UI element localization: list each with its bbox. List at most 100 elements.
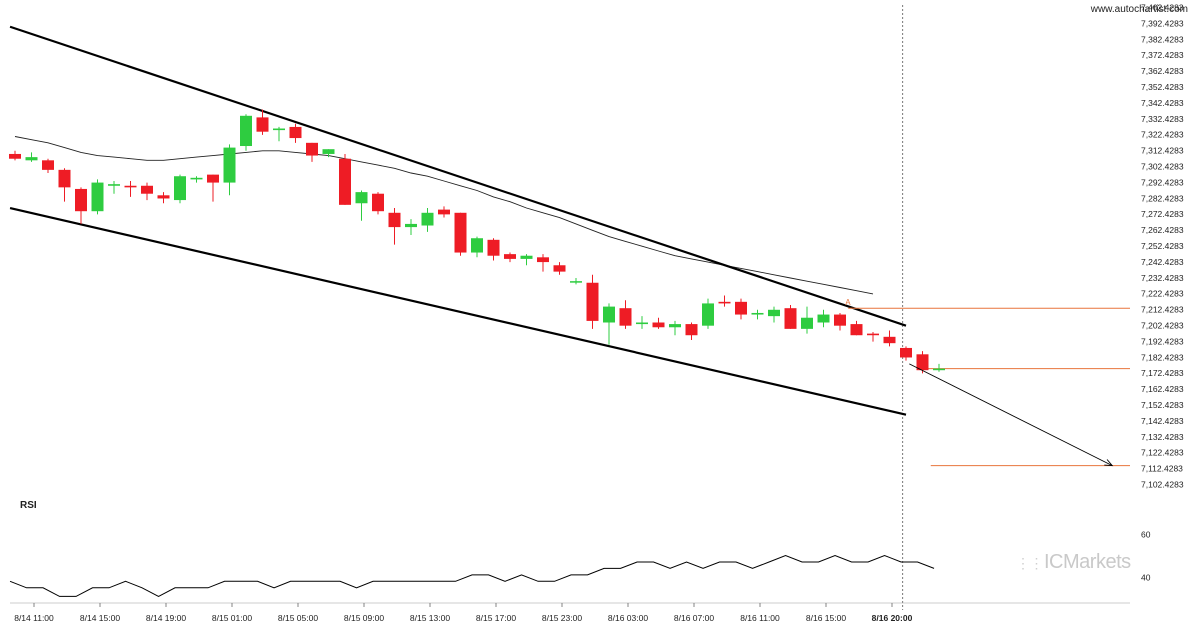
candle-body bbox=[355, 192, 368, 204]
price-tick-label: 7,352.4283 bbox=[1141, 82, 1184, 92]
price-tick-label: 7,402.4283 bbox=[1141, 3, 1184, 13]
projection-arrow-head bbox=[1104, 459, 1114, 467]
candle-body bbox=[768, 309, 780, 317]
candle-body bbox=[471, 238, 483, 253]
candle-body bbox=[223, 147, 236, 183]
rsi-tick-label: 40 bbox=[1141, 573, 1151, 583]
candle-body bbox=[718, 301, 731, 304]
candle-body bbox=[421, 212, 434, 226]
price-tick-label: 7,222.4283 bbox=[1141, 289, 1184, 299]
price-tick-label: 7,252.4283 bbox=[1141, 241, 1184, 251]
time-tick-label: 8/15 01:00 bbox=[212, 613, 252, 623]
time-tick-label: 8/16 11:00 bbox=[740, 613, 780, 623]
price-tick-label: 7,392.4283 bbox=[1141, 18, 1184, 28]
price-tick-label: 7,152.4283 bbox=[1141, 400, 1184, 410]
price-tick-label: 7,202.4283 bbox=[1141, 321, 1184, 331]
candle-body bbox=[834, 314, 846, 326]
candle-body bbox=[91, 182, 104, 212]
time-tick-label: 8/14 15:00 bbox=[80, 613, 120, 623]
rsi-tick-label: 60 bbox=[1141, 530, 1151, 540]
price-tick-label: 7,182.4283 bbox=[1141, 352, 1184, 362]
price-tick-label: 7,322.4283 bbox=[1141, 130, 1184, 140]
candle-body bbox=[339, 158, 351, 205]
price-tick-label: 7,142.4283 bbox=[1141, 416, 1184, 426]
candle-body bbox=[256, 117, 269, 132]
time-tick-label: 8/15 09:00 bbox=[344, 613, 384, 623]
candle-body bbox=[669, 324, 681, 328]
candle-body bbox=[388, 212, 401, 228]
candle-body bbox=[933, 368, 945, 371]
candle-body bbox=[570, 281, 582, 283]
candle-body bbox=[619, 308, 632, 326]
time-tick-label: 8/14 11:00 bbox=[14, 613, 54, 623]
price-tick-label: 7,342.4283 bbox=[1141, 98, 1184, 108]
time-tick-label: 8/16 15:00 bbox=[806, 613, 846, 623]
rsi-line bbox=[9, 554, 935, 597]
candle-body bbox=[850, 324, 863, 336]
marker-a-label: A bbox=[845, 298, 851, 307]
candle-body bbox=[124, 185, 137, 188]
channel-lower-line bbox=[9, 206, 907, 416]
candle-body bbox=[553, 265, 566, 272]
brand-logo: ⋮⋮ICMarkets bbox=[1016, 551, 1131, 574]
time-tick-label: 8/15 05:00 bbox=[278, 613, 318, 623]
candle-body bbox=[9, 153, 21, 159]
candle-body bbox=[916, 354, 929, 371]
candle-body bbox=[207, 174, 219, 183]
candle-body bbox=[157, 195, 170, 199]
price-tick-label: 7,282.4283 bbox=[1141, 193, 1184, 203]
time-tick-label: 8/16 20:00 bbox=[872, 613, 913, 623]
candle-body bbox=[454, 212, 467, 253]
candle-body bbox=[636, 322, 648, 325]
candle-body bbox=[801, 317, 813, 329]
candle-body bbox=[42, 160, 54, 170]
time-tick-label: 8/14 19:00 bbox=[146, 613, 186, 623]
price-tick-label: 7,292.4283 bbox=[1141, 177, 1184, 187]
candle-body bbox=[174, 176, 186, 201]
price-tick-label: 7,172.4283 bbox=[1141, 368, 1184, 378]
candle-body bbox=[487, 239, 500, 256]
candle-body bbox=[58, 169, 71, 188]
price-tick-label: 7,112.4283 bbox=[1141, 464, 1183, 474]
candle-body bbox=[438, 209, 450, 215]
candle-body bbox=[685, 324, 698, 336]
time-tick-label: 8/15 13:00 bbox=[410, 613, 450, 623]
candle-body bbox=[702, 303, 714, 326]
time-tick-label: 8/16 07:00 bbox=[674, 613, 714, 623]
brand-dots-icon: ⋮⋮ bbox=[1016, 555, 1044, 571]
candle-body bbox=[586, 282, 599, 321]
price-tick-label: 7,122.4283 bbox=[1141, 448, 1184, 458]
candle-body bbox=[405, 223, 417, 228]
candle-body bbox=[504, 254, 516, 259]
price-tick-label: 7,372.4283 bbox=[1141, 50, 1184, 60]
candle-body bbox=[108, 184, 120, 186]
candle-body bbox=[900, 347, 912, 358]
price-tick-label: 7,212.4283 bbox=[1141, 305, 1184, 315]
candle-body bbox=[751, 312, 764, 315]
projection-arrow-line bbox=[909, 363, 1113, 467]
time-tick-label: 8/15 17:00 bbox=[476, 613, 516, 623]
candle-body bbox=[520, 255, 533, 259]
price-tick-label: 7,332.4283 bbox=[1141, 114, 1184, 124]
candle-body bbox=[190, 177, 203, 180]
candle-body bbox=[322, 149, 335, 154]
time-tick-label: 8/15 23:00 bbox=[542, 613, 582, 623]
candle-body bbox=[817, 314, 830, 323]
price-tick-label: 7,162.4283 bbox=[1141, 384, 1184, 394]
price-tick-label: 7,312.4283 bbox=[1141, 146, 1184, 156]
channel-upper-line bbox=[9, 25, 907, 327]
candle-body bbox=[652, 322, 665, 328]
price-tick-label: 7,192.4283 bbox=[1141, 336, 1184, 346]
candle-body bbox=[25, 157, 38, 161]
candle-body bbox=[273, 128, 285, 131]
price-tick-label: 7,382.4283 bbox=[1141, 34, 1184, 44]
candle-body bbox=[289, 126, 302, 139]
time-tick-label: 8/16 03:00 bbox=[608, 613, 648, 623]
rsi-label: RSI bbox=[20, 500, 37, 511]
candle-body bbox=[537, 257, 549, 263]
candle-body bbox=[735, 301, 747, 315]
price-tick-label: 7,242.4283 bbox=[1141, 257, 1184, 267]
price-tick-label: 7,302.4283 bbox=[1141, 162, 1184, 172]
candle-body bbox=[240, 115, 252, 147]
